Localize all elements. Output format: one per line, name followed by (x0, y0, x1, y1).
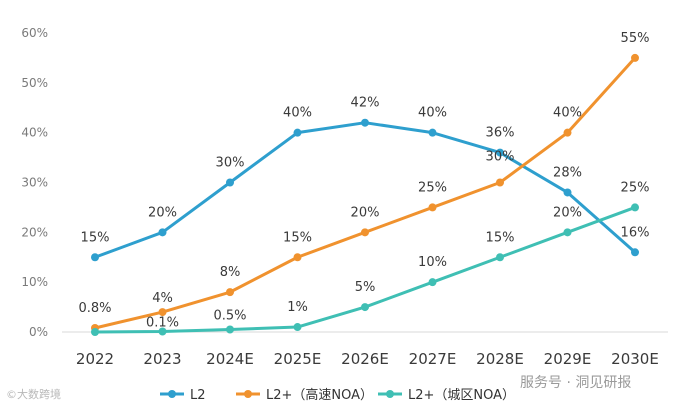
legend-swatch-dot (386, 390, 394, 398)
legend-label: L2+（高速NOA） (266, 387, 373, 403)
data-label: 20% (553, 205, 582, 220)
x-tick-label: 2029E (544, 350, 592, 368)
y-tick-label: 0% (29, 325, 48, 339)
legend-swatch-dot (168, 390, 176, 398)
y-tick-label: 30% (21, 176, 48, 190)
legend-label: L2+（城区NOA） (408, 388, 515, 403)
data-label: 15% (81, 230, 110, 245)
data-point (361, 228, 369, 237)
y-tick-label: 60% (21, 26, 48, 40)
data-label: 0.8% (78, 301, 111, 316)
axis-layer: 0% 10% 20% 30% 40% 50% 60% 2022 2023 2024E 2025E 20… (21, 26, 668, 368)
data-label-layer: 15% 20% 30% 40% 42% 40% 36% 28% 16% 0.8% 4% 8% 15% 20… (78, 31, 649, 331)
x-tick-label: 2026E (341, 350, 389, 368)
data-label: 16% (621, 225, 650, 240)
data-label: 28% (553, 165, 582, 180)
data-label: 4% (152, 291, 173, 306)
data-point (428, 278, 437, 287)
data-point (361, 118, 369, 127)
x-tick-label: 2025E (274, 350, 322, 368)
data-label: 8% (220, 265, 241, 280)
data-label: 42% (351, 96, 380, 111)
legend: L2 L2+（高速NOA） L2+（城区NOA） (160, 387, 515, 403)
data-point (428, 128, 437, 137)
data-point (496, 253, 504, 262)
data-point (91, 328, 99, 336)
data-point (293, 253, 302, 262)
data-label: 25% (418, 180, 447, 195)
data-label: 15% (283, 230, 312, 245)
data-point (631, 248, 639, 257)
x-tick-label: 2022 (76, 350, 114, 368)
x-tick-label: 2027E (409, 350, 457, 368)
watermark-left: ©大数跨境 (6, 388, 61, 401)
data-label: 1% (287, 300, 308, 315)
series-layer (91, 53, 639, 336)
x-tick-label: 2023 (143, 350, 181, 368)
data-label: 20% (148, 205, 177, 220)
data-point (631, 203, 639, 212)
data-label: 5% (355, 280, 376, 295)
data-label: 0.5% (213, 309, 246, 324)
data-point (428, 203, 437, 212)
data-label: 40% (283, 106, 312, 121)
data-point (496, 178, 504, 187)
series-line-2 (94, 206, 636, 334)
data-point (226, 288, 234, 297)
data-label: 36% (486, 126, 515, 141)
x-tick-label: 2028E (476, 350, 524, 368)
data-point (158, 308, 167, 317)
data-label: 15% (486, 230, 515, 245)
data-point (563, 128, 572, 137)
data-label: 55% (621, 31, 650, 46)
data-point (293, 128, 302, 137)
legend-swatch-dot (244, 390, 252, 398)
data-point (293, 323, 302, 332)
data-point (158, 327, 167, 336)
x-tick-label: 2030E (611, 350, 659, 368)
data-label: 10% (418, 255, 447, 270)
data-point (631, 53, 639, 62)
data-label: 20% (351, 205, 380, 220)
data-label: 0.1% (146, 316, 179, 331)
data-point (563, 188, 572, 197)
data-point (563, 228, 572, 237)
data-label: 40% (553, 106, 582, 121)
x-tick-label: 2024E (206, 350, 254, 368)
data-label: 30% (486, 150, 515, 165)
y-tick-label: 20% (21, 225, 48, 239)
data-label: 25% (621, 180, 650, 195)
data-point (496, 148, 504, 157)
data-point (226, 325, 234, 334)
data-label: 40% (418, 106, 447, 121)
data-label: 30% (216, 156, 245, 171)
y-tick-label: 50% (21, 76, 48, 90)
data-point (361, 303, 369, 312)
legend-label: L2 (190, 388, 206, 403)
data-point (158, 228, 167, 237)
watermark-right: 服务号 · 洞见研报 (520, 375, 632, 391)
y-tick-label: 10% (21, 275, 48, 289)
data-point (91, 253, 99, 262)
y-tick-label: 40% (21, 126, 48, 140)
data-point (226, 178, 234, 187)
